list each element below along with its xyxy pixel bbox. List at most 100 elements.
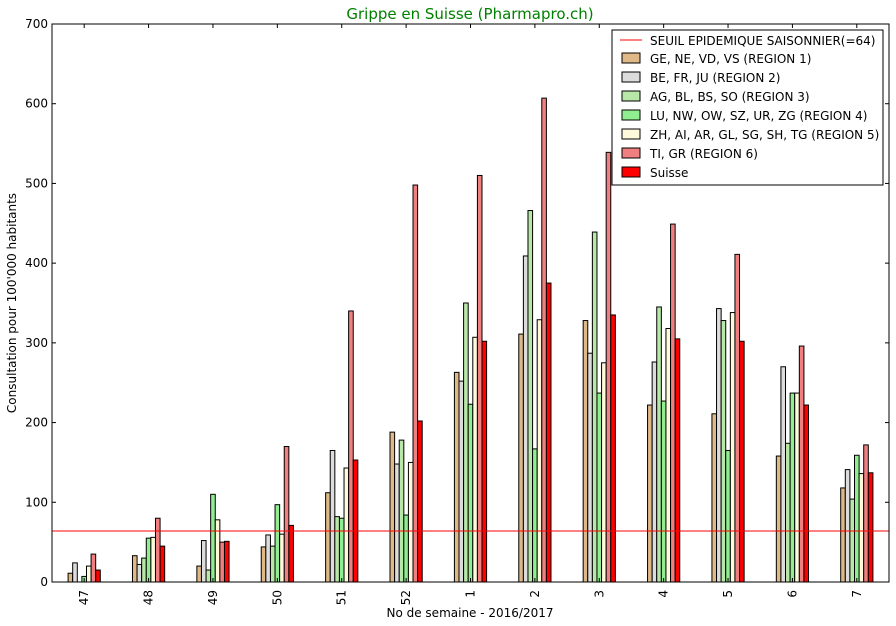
bar-48-series-4 [150,536,156,583]
bar-5-series-6 [739,340,745,583]
bar-50-series-1 [265,534,271,583]
bar-2-series-6 [545,282,552,583]
bar-52-series-4 [407,461,414,583]
y-tick-label: 300 [25,336,48,350]
bar-2-series-4 [536,319,543,583]
bar-47-series-5 [90,553,97,583]
legend-swatch-0 [621,52,641,64]
legend-swatch-6 [621,166,641,178]
bar-4-series-4 [665,328,672,583]
legend-swatch-2 [621,90,641,102]
bar-52-series-6 [417,420,423,583]
bar-48-series-0 [131,555,138,583]
bar-1-series-3 [467,403,474,583]
bar-50-series-2 [269,545,276,583]
bar-2-series-5 [541,97,547,583]
bar-1-series-1 [458,380,465,583]
bar-50-series-0 [260,546,267,583]
bar-7-series-6 [867,472,874,583]
x-tick-label: 4 [657,590,671,598]
bar-3-series-5 [605,151,612,583]
y-tick-label: 500 [25,176,48,190]
x-tick-label: 48 [142,590,156,605]
bar-51-series-2 [334,516,340,583]
legend-swatch-4 [621,128,641,140]
legend-threshold-label: SEUIL EPIDEMIQUE SAISONNIER(=64) [650,34,875,48]
y-tick-label: 200 [25,416,48,430]
bar-2-series-2 [527,210,534,583]
bar-49-series-4 [214,519,221,583]
bar-6-series-0 [775,455,782,583]
bar-5-series-5 [734,253,741,583]
bar-49-series-3 [210,493,216,583]
x-tick-label: 7 [850,590,864,598]
bar-5-series-3 [725,449,731,583]
bar-48-series-6 [159,545,166,583]
bar-6-series-6 [803,404,810,583]
bar-5-series-1 [716,308,722,583]
x-tick-label: 51 [335,590,349,605]
legend-swatch-5 [621,147,641,159]
bar-49-series-2 [205,569,212,583]
y-tick-label: 100 [25,495,48,509]
bar-6-series-2 [785,442,791,583]
bar-3-series-0 [582,320,589,583]
legend-swatch-1 [621,71,641,83]
bar-1-series-6 [481,340,488,583]
bar-49-series-0 [196,565,202,583]
bar-51-series-1 [329,449,336,583]
bar-3-series-2 [591,231,598,583]
bar-52-series-3 [403,514,409,583]
bar-1-series-5 [476,174,483,583]
bar-4-series-1 [651,361,658,583]
legend-label-5: TI, GR (REGION 6) [649,147,758,161]
y-tick-label: 400 [25,256,48,270]
bar-47-series-4 [85,565,92,583]
bar-4-series-2 [656,306,662,583]
y-tick-label: 600 [25,97,48,111]
x-tick-label: 50 [270,590,284,605]
bar-7-series-0 [840,487,846,583]
bar-52-series-2 [398,439,405,583]
bar-3-series-6 [610,314,616,583]
bar-48-series-5 [154,517,161,583]
bar-7-series-5 [863,444,869,583]
bar-4-series-0 [647,404,653,583]
legend-label-3: LU, NW, OW, SZ, UR, ZG (REGION 4) [650,109,867,123]
chart-title: Grippe en Suisse (Pharmapro.ch) [346,5,593,23]
bar-6-series-5 [798,345,805,583]
bar-5-series-0 [711,413,718,583]
bar-2-series-1 [522,255,529,583]
bar-7-series-1 [844,469,851,583]
bar-50-series-6 [288,524,294,583]
x-tick-label: 52 [399,590,413,605]
x-tick-label: 1 [464,590,478,598]
bar-4-series-5 [670,223,676,583]
bar-6-series-3 [789,392,796,583]
x-tick-label: 49 [206,590,220,605]
bar-51-series-3 [338,517,345,583]
bar-48-series-3 [145,537,152,583]
bar-47-series-0 [67,572,74,583]
bar-7-series-3 [854,454,860,583]
bar-6-series-4 [794,392,800,583]
bar-51-series-4 [343,467,350,583]
x-axis-label: No de semaine - 2016/2017 [386,606,553,620]
bar-47-series-6 [95,569,101,583]
bar-1-series-0 [453,371,460,583]
x-tick-label: 47 [77,590,91,605]
bar-7-series-2 [849,498,856,583]
x-tick-label: 2 [528,590,542,598]
bar-5-series-4 [729,312,736,583]
bar-52-series-1 [394,463,400,583]
y-tick-label: 700 [25,17,48,31]
legend-label-4: ZH, AI, AR, GL, SG, SH, TG (REGION 5) [650,128,879,142]
bar-1-series-2 [463,302,469,583]
bar-6-series-1 [780,366,787,583]
bar-48-series-1 [136,563,143,583]
bar-2-series-0 [518,333,524,583]
bar-1-series-4 [472,336,478,583]
bar-3-series-4 [601,362,607,583]
bar-51-series-6 [352,459,359,583]
